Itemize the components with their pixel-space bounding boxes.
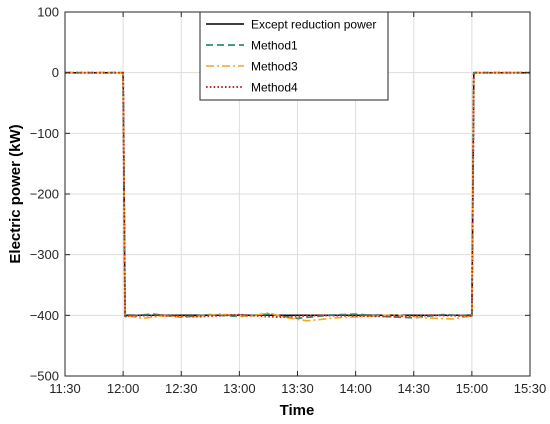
x-tick-label: 13:00 [223, 381, 256, 396]
y-tick-label: −100 [30, 126, 59, 141]
x-tick-label: 12:30 [165, 381, 198, 396]
y-tick-label: −500 [30, 369, 59, 384]
y-tick-label: 100 [37, 5, 59, 20]
x-tick-label: 11:30 [49, 381, 81, 396]
x-tick-label: 13:30 [281, 381, 314, 396]
x-axis-label: Time [280, 402, 315, 419]
y-tick-label: −300 [30, 247, 59, 262]
legend-box [199, 11, 389, 101]
legend-entry-method3: Method3 [251, 60, 298, 74]
x-tick-label: 15:30 [514, 381, 547, 396]
legend: Except reduction power Method1 Method3 Meth… [199, 11, 389, 101]
y-axis-label: Electric power (kW) [7, 124, 24, 263]
y-tick-label: 0 [52, 65, 59, 80]
x-tick-label: 14:30 [397, 381, 430, 396]
y-tick-label: −200 [30, 187, 59, 202]
x-tick-label: 14:00 [339, 381, 372, 396]
legend-entry-method1: Method1 [251, 39, 298, 53]
legend-entry-method4: Method4 [251, 81, 298, 95]
legend-entry-except-reduction-power: Except reduction power [251, 18, 376, 32]
x-tick-label: 12:00 [107, 381, 140, 396]
series-line-method3 [65, 71, 530, 322]
y-tick-label: −400 [30, 308, 59, 323]
axis-ticks: 11:30 12:00 12:30 13:00 13:30 14:00 14:30 15:00… [30, 5, 547, 397]
series-lines [65, 71, 530, 322]
x-tick-label: 15:00 [456, 381, 489, 396]
